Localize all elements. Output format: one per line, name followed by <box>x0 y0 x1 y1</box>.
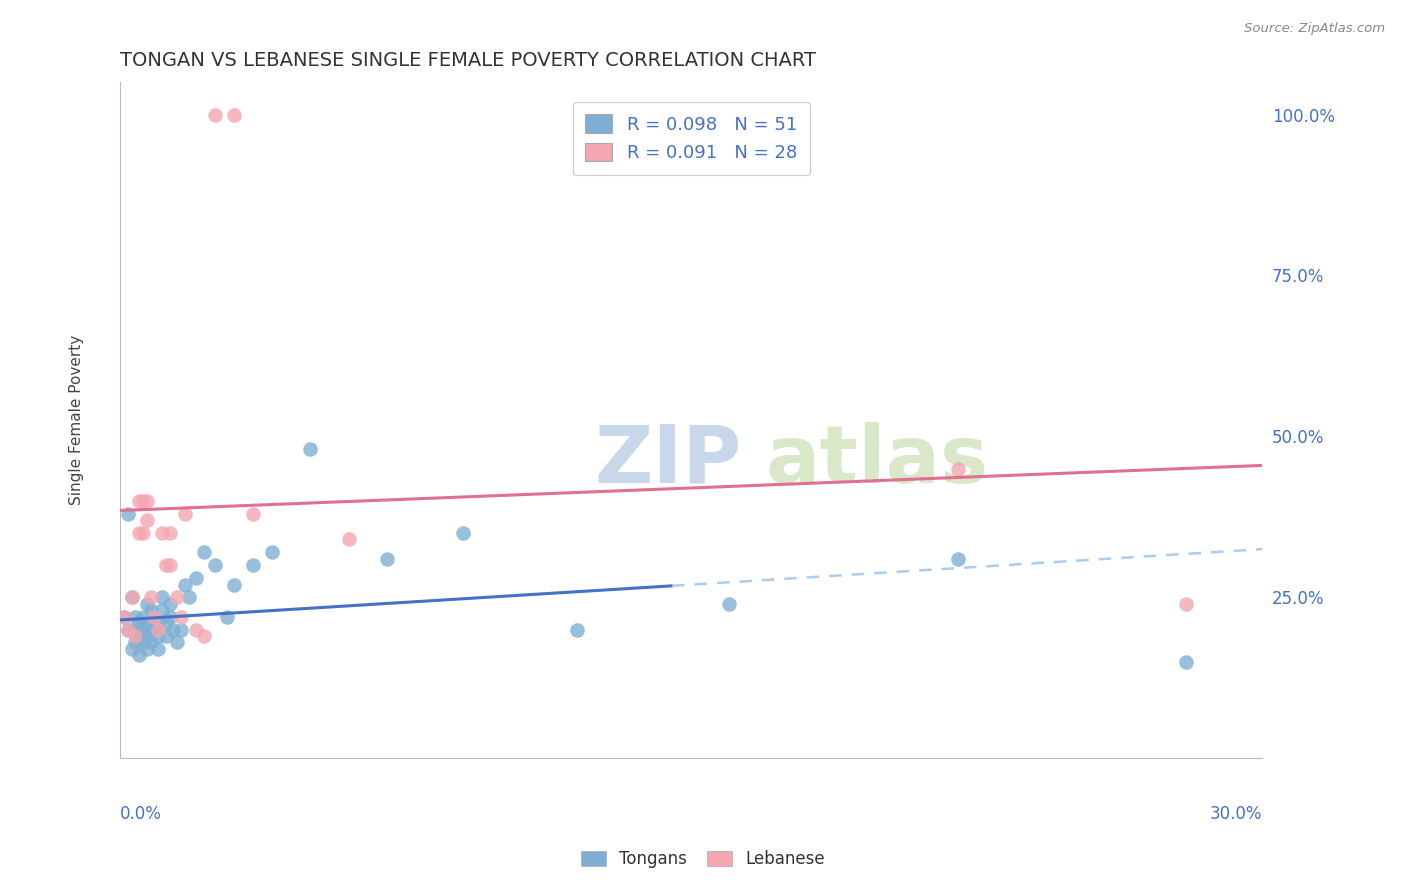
Point <box>150 526 173 541</box>
Point <box>375 551 398 566</box>
Point <box>121 641 143 656</box>
Point <box>148 629 170 643</box>
Text: 30.0%: 30.0% <box>1209 805 1263 822</box>
Point <box>143 609 166 624</box>
Point <box>124 635 146 649</box>
Point <box>242 558 264 573</box>
Point <box>299 442 322 457</box>
Point <box>1174 655 1197 669</box>
Point <box>1174 597 1197 611</box>
Point <box>159 609 181 624</box>
Point <box>155 629 177 643</box>
Point <box>143 623 166 637</box>
Point <box>155 616 177 631</box>
Point <box>143 609 166 624</box>
Point <box>135 616 157 631</box>
Point <box>148 616 170 631</box>
Point <box>128 493 150 508</box>
Point <box>204 558 226 573</box>
Text: ZIP: ZIP <box>593 422 741 500</box>
Point <box>124 609 146 624</box>
Point <box>148 641 170 656</box>
Point <box>159 558 181 573</box>
Point <box>170 609 193 624</box>
Point <box>117 623 139 637</box>
Point <box>112 609 135 624</box>
Point <box>121 591 143 605</box>
Point <box>139 591 162 605</box>
Point <box>262 545 284 559</box>
Text: atlas: atlas <box>765 422 988 500</box>
Point <box>177 591 200 605</box>
Point <box>117 507 139 521</box>
Point <box>946 551 969 566</box>
Point <box>173 577 195 591</box>
Point <box>139 623 162 637</box>
Point <box>135 641 157 656</box>
Point <box>150 603 173 617</box>
Point <box>186 623 208 637</box>
Point <box>132 635 155 649</box>
Point <box>132 623 155 637</box>
Point <box>565 623 588 637</box>
Point <box>132 493 155 508</box>
Point <box>946 461 969 475</box>
Point <box>128 616 150 631</box>
Point <box>242 507 264 521</box>
Point <box>139 635 162 649</box>
Point <box>124 623 146 637</box>
Point <box>224 107 246 121</box>
Legend: R = 0.098   N = 51, R = 0.091   N = 28: R = 0.098 N = 51, R = 0.091 N = 28 <box>572 102 810 175</box>
Point <box>132 609 155 624</box>
Point <box>121 591 143 605</box>
Point <box>135 493 157 508</box>
Point <box>204 107 226 121</box>
Point <box>128 648 150 663</box>
Point <box>135 513 157 527</box>
Point <box>139 603 162 617</box>
Point <box>718 597 741 611</box>
Point <box>135 597 157 611</box>
Point <box>117 623 139 637</box>
Point <box>337 533 360 547</box>
Point <box>224 577 246 591</box>
Point <box>186 571 208 585</box>
Point <box>166 591 188 605</box>
Point <box>159 526 181 541</box>
Point <box>193 629 215 643</box>
Text: 0.0%: 0.0% <box>120 805 162 822</box>
Point <box>148 623 170 637</box>
Text: TONGAN VS LEBANESE SINGLE FEMALE POVERTY CORRELATION CHART: TONGAN VS LEBANESE SINGLE FEMALE POVERTY… <box>120 51 815 70</box>
Point <box>166 635 188 649</box>
Point <box>132 526 155 541</box>
Point <box>170 623 193 637</box>
Point <box>173 507 195 521</box>
Text: Source: ZipAtlas.com: Source: ZipAtlas.com <box>1244 22 1385 36</box>
Point <box>150 591 173 605</box>
Legend: Tongans, Lebanese: Tongans, Lebanese <box>574 844 832 875</box>
Point <box>128 629 150 643</box>
Text: Single Female Poverty: Single Female Poverty <box>69 335 84 506</box>
Point <box>112 609 135 624</box>
Point <box>124 629 146 643</box>
Point <box>193 545 215 559</box>
Point <box>135 629 157 643</box>
Point <box>159 597 181 611</box>
Point <box>215 609 238 624</box>
Point <box>451 526 474 541</box>
Point <box>162 623 184 637</box>
Point <box>128 526 150 541</box>
Point <box>155 558 177 573</box>
